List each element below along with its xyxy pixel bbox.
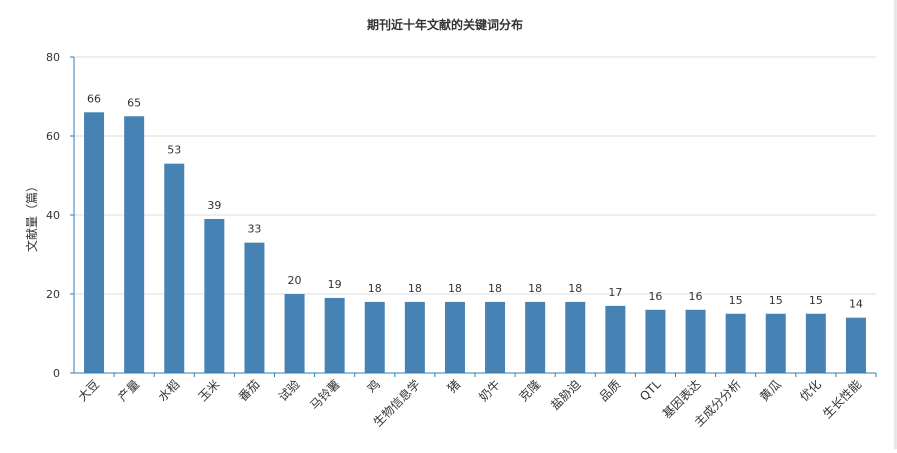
y-tick-label: 20 <box>46 288 60 301</box>
data-label: 15 <box>769 294 783 307</box>
data-label: 39 <box>207 199 221 212</box>
data-label: 15 <box>809 294 823 307</box>
data-label: 18 <box>408 282 422 295</box>
x-tick-label: 产量 <box>115 377 142 404</box>
bar <box>525 301 546 373</box>
x-tick-label: 黄瓜 <box>757 377 784 404</box>
data-label: 20 <box>288 274 302 287</box>
x-tick-label: 鸡 <box>364 377 383 396</box>
y-tick-label: 0 <box>53 367 60 380</box>
x-axis-ticks: 大豆 产量 水稻 玉米 番茄 试验 马铃薯 鸡生物信息学猪奶牛 克隆 盐胁迫 品质 QTL基因表达主成… <box>75 373 877 430</box>
data-label: 16 <box>689 290 703 303</box>
data-label: 19 <box>328 278 342 291</box>
x-tick-label: 马铃薯 <box>307 377 343 413</box>
x-tick-label: 奶牛 <box>476 377 504 405</box>
data-label: 53 <box>167 144 181 157</box>
bar <box>645 309 666 373</box>
bar <box>605 305 626 373</box>
x-tick-label: 试验 <box>275 377 303 405</box>
data-label: 14 <box>849 298 863 311</box>
bar <box>845 317 866 373</box>
x-tick-label: 盐胁迫 <box>547 377 583 413</box>
bar <box>765 313 786 373</box>
y-axis-ticks: 0 20 40 60 80 <box>46 51 74 380</box>
y-tick-label: 80 <box>46 51 60 64</box>
bar <box>84 112 105 374</box>
y-axis-label: 文献量（篇） <box>24 180 39 252</box>
x-tick-label: 克隆 <box>516 377 544 405</box>
bar <box>124 116 145 373</box>
x-tick-label: 生长性能 <box>820 377 864 421</box>
x-tick-label: 品质 <box>597 377 624 404</box>
bar <box>725 313 746 373</box>
data-label: 18 <box>568 282 582 295</box>
chart-title: 期刊近十年文献的关键词分布 <box>367 17 523 32</box>
bar <box>685 309 706 373</box>
bar <box>444 301 465 373</box>
bar <box>284 294 305 373</box>
scrollbar-edge <box>894 0 897 449</box>
bar <box>485 301 506 373</box>
data-label: 33 <box>247 223 261 236</box>
data-label: 15 <box>729 294 743 307</box>
data-label: 17 <box>608 286 622 299</box>
x-tick-label: 番茄 <box>236 377 263 404</box>
x-tick-label: 玉米 <box>196 377 223 404</box>
bar <box>324 297 345 373</box>
data-labels: 66 65 53 39 33 20 19 18 18 18 18 18 18 17 16 16 15 15 15 14 <box>87 92 863 310</box>
bar <box>204 218 225 373</box>
x-tick-label: 猪 <box>445 377 463 395</box>
bar <box>244 242 265 373</box>
bar <box>805 313 826 373</box>
y-tick-label: 60 <box>46 130 60 143</box>
gridlines <box>74 56 876 295</box>
data-label: 18 <box>488 282 502 295</box>
bars <box>84 112 866 374</box>
x-tick-label: QTL <box>637 377 664 404</box>
bar <box>565 301 586 373</box>
x-tick-label: 优化 <box>797 377 824 404</box>
data-label: 18 <box>368 282 382 295</box>
bar <box>164 163 185 373</box>
bar <box>364 301 385 373</box>
y-tick-label: 40 <box>46 209 60 222</box>
data-label: 66 <box>87 92 101 105</box>
x-tick-label: 水稻 <box>155 377 182 404</box>
data-label: 16 <box>648 290 662 303</box>
data-label: 18 <box>448 282 462 295</box>
data-label: 18 <box>528 282 542 295</box>
data-label: 65 <box>127 96 141 109</box>
x-tick-label: 大豆 <box>75 377 102 404</box>
bar <box>404 301 425 373</box>
